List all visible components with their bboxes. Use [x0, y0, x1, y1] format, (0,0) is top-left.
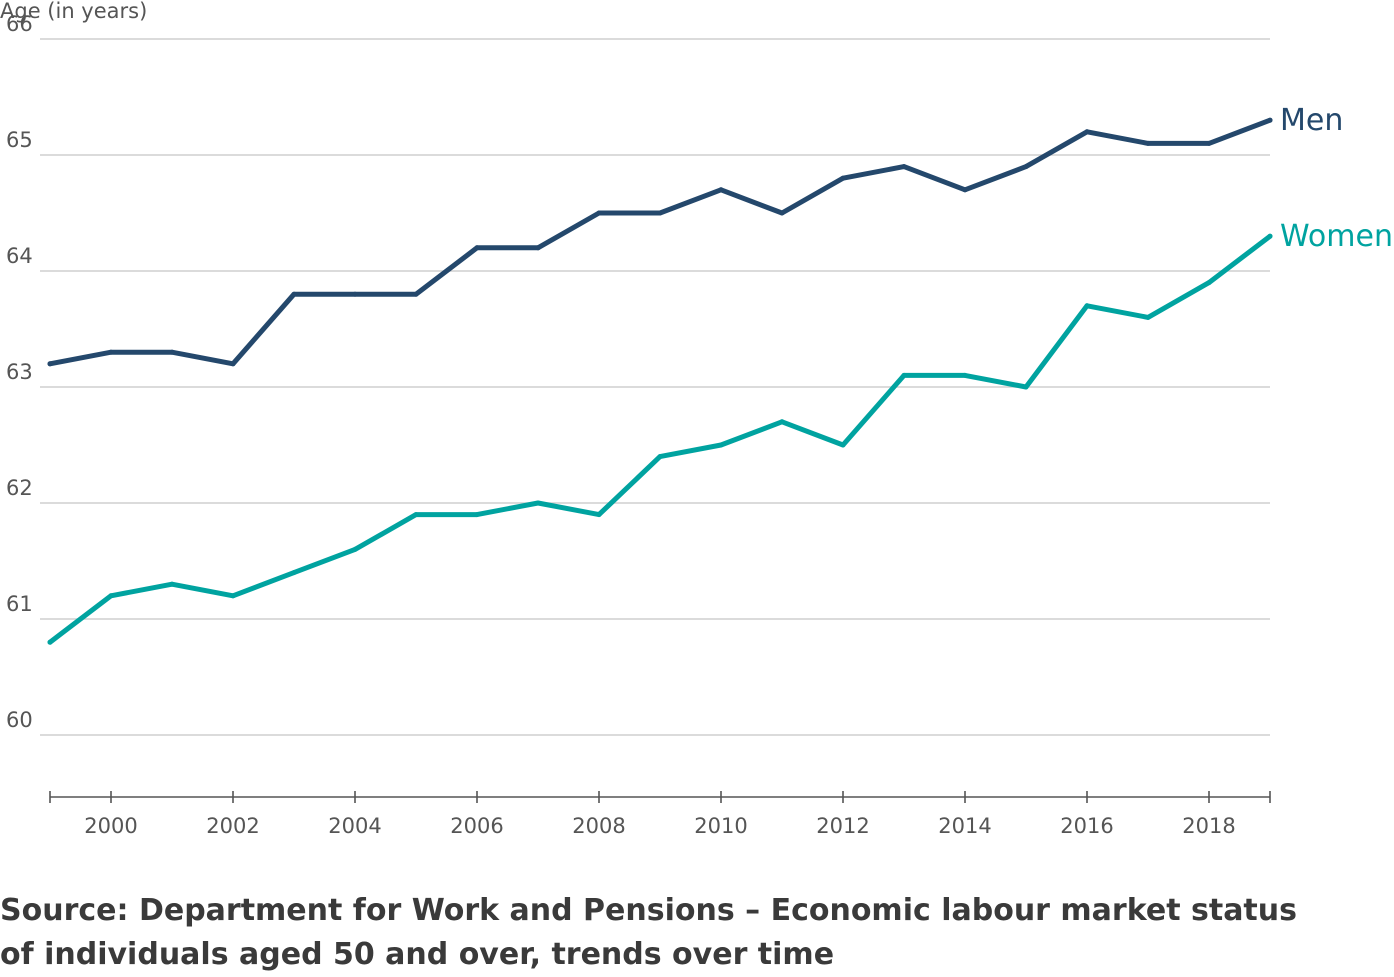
data-point-women-2004: [352, 546, 358, 552]
gridlines: [40, 38, 1270, 736]
data-point-men-2014: [962, 187, 968, 193]
data-point-men-2008: [596, 210, 602, 216]
data-point-women-2015: [1023, 384, 1029, 390]
x-tick-label-2000: 2000: [84, 814, 137, 838]
y-axis-label: Age (in years): [0, 0, 147, 23]
data-point-women-2007: [535, 500, 541, 506]
y-axis-ticks: 60 61 62 63 64 65 66: [6, 12, 33, 732]
data-point-men-2009: [657, 210, 663, 216]
data-point-women-2001: [169, 581, 175, 587]
data-point-women-2017: [1145, 314, 1151, 320]
data-point-women-2018: [1206, 280, 1212, 286]
data-point-women-2012: [840, 442, 846, 448]
data-point-women-1999: [47, 639, 53, 645]
data-point-men-2019: [1267, 117, 1273, 123]
data-point-men-2002: [230, 361, 236, 367]
series-line-women: [47, 233, 1273, 645]
series-lines: [47, 117, 1273, 645]
y-tick-label-61: 61: [6, 592, 33, 616]
data-point-women-2005: [413, 512, 419, 518]
data-point-men-2010: [718, 187, 724, 193]
data-point-men-2013: [901, 164, 907, 170]
data-point-men-2000: [108, 349, 114, 355]
x-tick-label-2018: 2018: [1182, 814, 1235, 838]
data-point-men-2006: [474, 245, 480, 251]
data-point-women-2006: [474, 512, 480, 518]
data-point-men-2012: [840, 175, 846, 181]
x-tick-label-2010: 2010: [694, 814, 747, 838]
x-tick-label-2006: 2006: [450, 814, 503, 838]
x-tick-label-2004: 2004: [328, 814, 381, 838]
data-point-men-2015: [1023, 164, 1029, 170]
x-tick-label-2008: 2008: [572, 814, 625, 838]
y-tick-label-60: 60: [6, 708, 33, 732]
series-line-men: [47, 117, 1273, 367]
series-labels: Men Women: [1280, 103, 1393, 254]
y-tick-label-62: 62: [6, 476, 33, 500]
data-point-women-2008: [596, 512, 602, 518]
y-tick-label-65: 65: [6, 128, 33, 152]
data-point-men-2004: [352, 291, 358, 297]
x-tick-label-2012: 2012: [816, 814, 869, 838]
data-point-women-2011: [779, 419, 785, 425]
y-tick-label-63: 63: [6, 360, 33, 384]
x-tick-label-2014: 2014: [938, 814, 991, 838]
y-tick-label-64: 64: [6, 244, 33, 268]
data-point-women-2019: [1267, 233, 1273, 239]
data-point-women-2000: [108, 593, 114, 599]
data-point-men-2005: [413, 291, 419, 297]
series-label-men: Men: [1280, 103, 1343, 138]
data-point-women-2016: [1084, 303, 1090, 309]
data-point-men-2001: [169, 349, 175, 355]
data-point-men-2017: [1145, 140, 1151, 146]
data-point-women-2003: [291, 570, 297, 576]
source-note: Source: Department for Work and Pensions…: [0, 893, 1297, 972]
data-point-men-2007: [535, 245, 541, 251]
x-tick-label-2002: 2002: [206, 814, 259, 838]
data-point-men-2018: [1206, 140, 1212, 146]
x-axis: 2000 2002 2004 2006 2008 2010 2012 2014 2016 2018: [49, 791, 1271, 838]
data-point-men-2016: [1084, 129, 1090, 135]
x-tick-label-2016: 2016: [1060, 814, 1113, 838]
data-point-women-2010: [718, 442, 724, 448]
data-point-men-1999: [47, 361, 53, 367]
y-tick-label-66: 66: [6, 12, 33, 36]
data-point-men-2011: [779, 210, 785, 216]
data-point-women-2013: [901, 372, 907, 378]
series-label-women: Women: [1280, 219, 1393, 254]
data-point-women-2002: [230, 593, 236, 599]
data-point-women-2009: [657, 454, 663, 460]
data-point-women-2014: [962, 372, 968, 378]
data-point-men-2003: [291, 291, 297, 297]
